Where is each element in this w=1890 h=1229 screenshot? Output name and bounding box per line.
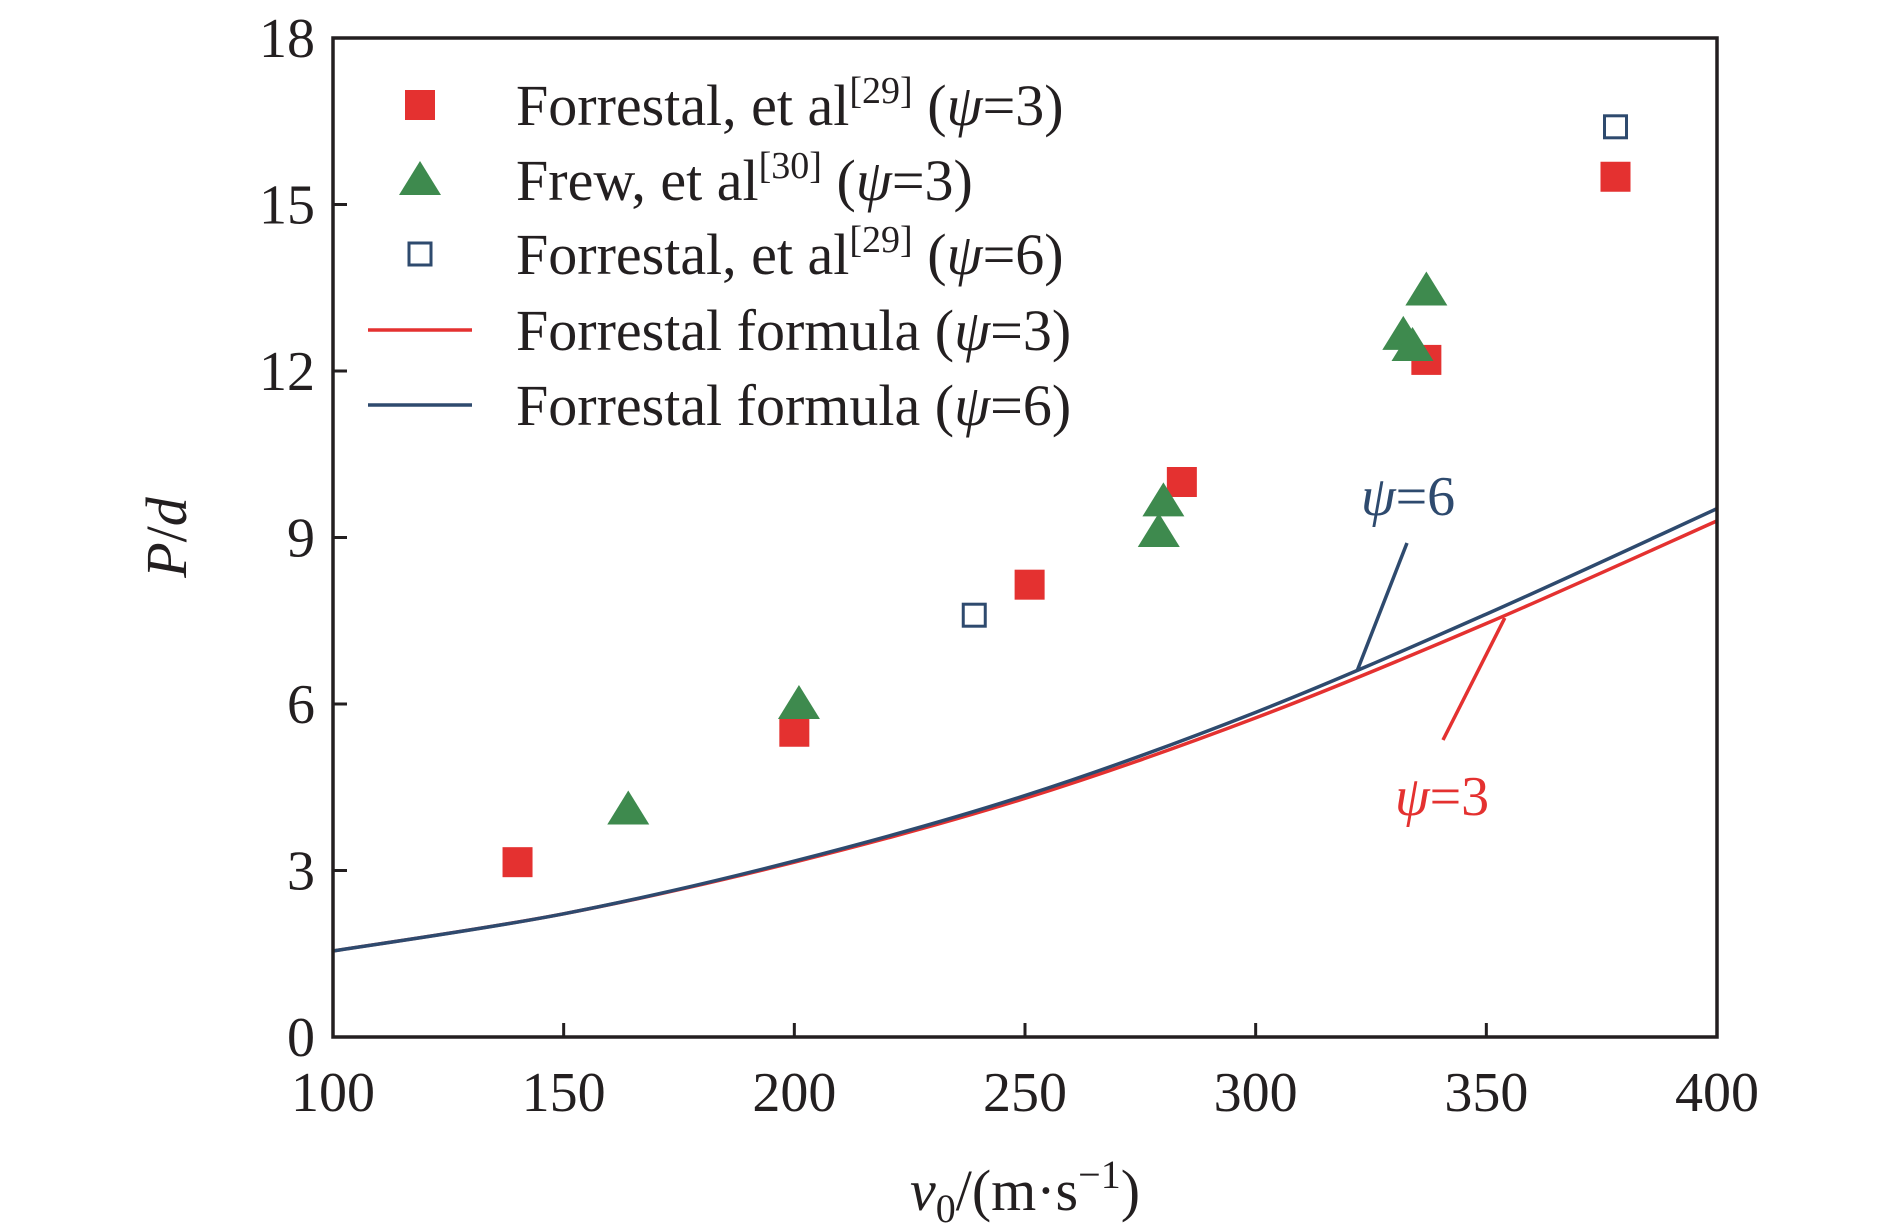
formula-curves [332,507,1718,953]
point-forrestal6 [1603,114,1629,140]
legend-item-forrestal6: Forrestal, et al[29] (ψ=6) [407,219,1064,287]
x-tick-label: 350 [1444,1062,1528,1124]
data-markers [502,114,1631,878]
curve-formula6 [332,507,1718,953]
x-tick-label: 100 [291,1062,375,1124]
legend-item-formula6: Forrestal formula (ψ=6) [368,373,1071,438]
curve-annotations: ψ=6 ψ=3 [1355,466,1507,828]
point-frew3 [607,790,650,825]
legend-item-formula3: Forrestal formula (ψ=3) [368,298,1071,363]
x-tick-label: 200 [752,1062,836,1124]
point-frew3 [777,685,820,719]
legend-label: Forrestal formula (ψ=6) [516,373,1071,438]
point-forrestal3 [779,716,810,747]
legend-swatch [399,161,441,195]
x-axis-title: v0/(m·s−1) [910,1152,1140,1229]
legend-label: Forrestal formula (ψ=3) [516,298,1071,363]
y-tick-label: 12 [259,341,315,403]
x-tick-label: 400 [1675,1062,1759,1124]
annotation-leader-annot6 [1355,542,1409,672]
point-frew3 [1405,271,1448,306]
point-forrestal6 [961,602,987,628]
point-forrestal3 [1600,161,1631,192]
x-tick-label: 250 [983,1062,1067,1124]
point-frew3 [1137,512,1180,547]
y-tick-label: 15 [259,175,315,237]
point-frew3 [1142,482,1185,517]
legend-item-forrestal3: Forrestal, et al[29] (ψ=3) [405,70,1064,138]
y-tick-labels: 0 3 6 9 12 15 18 [259,8,315,1069]
x-tick-label: 150 [522,1062,606,1124]
y-axis-title: P/d [134,496,199,579]
point-forrestal3 [1014,569,1045,600]
legend-label: Forrestal, et al[29] (ψ=6) [516,219,1064,287]
axis-ticks [331,36,1719,1039]
legend: Forrestal, et al[29] (ψ=3) Frew, et al[30… [368,70,1071,438]
legend-label: Forrestal, et al[29] (ψ=3) [516,70,1064,138]
y-tick-label: 18 [259,8,315,70]
point-forrestal3 [1166,467,1197,497]
x-tick-labels: 100 150 200 250 300 350 400 [291,1062,1759,1124]
y-tick-label: 3 [287,841,315,903]
legend-label: Frew, et al[30] (ψ=3) [516,145,973,213]
y-tick-label: 0 [287,1007,315,1069]
y-tick-label: 9 [287,508,315,570]
x-tick-label: 300 [1214,1062,1298,1124]
legend-item-frew3: Frew, et al[30] (ψ=3) [399,145,973,213]
annotation-label-annot3: ψ=3 [1395,766,1489,828]
legend-swatch [405,90,435,120]
point-frew3 [1391,327,1434,362]
annotation-label-annot6: ψ=6 [1361,466,1455,528]
annotation-leader-annot3 [1441,617,1507,741]
y-tick-label: 6 [287,674,315,736]
legend-swatch [407,241,433,267]
point-forrestal3 [502,847,533,878]
